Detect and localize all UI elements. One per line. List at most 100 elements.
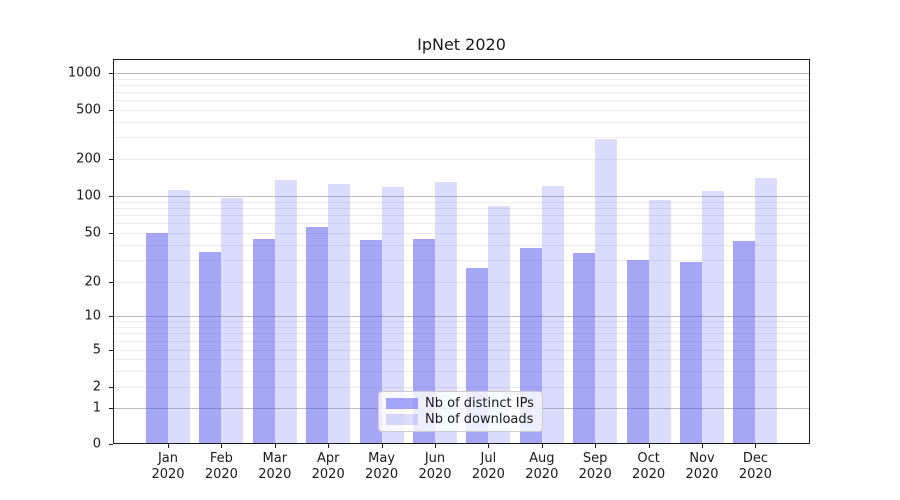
gridline-minor-20 xyxy=(113,281,810,283)
x-tick-mark-jan xyxy=(168,444,169,448)
y-tick-mark-100 xyxy=(109,196,113,197)
gridline-minor-300 xyxy=(113,137,810,139)
y-tick-mark-500 xyxy=(109,110,113,111)
bar-downloads-sep xyxy=(595,139,618,444)
x-tick-mark-sep xyxy=(595,444,597,448)
y-tick-mark-5 xyxy=(109,350,113,351)
x-tick-mark-apr xyxy=(328,444,330,448)
y-tick-label-20: 20 xyxy=(84,274,101,289)
gridline-minor-60 xyxy=(113,223,810,225)
gridline-minor-40 xyxy=(113,244,810,246)
legend: Nb of distinct IPs Nb of downloads xyxy=(378,391,543,432)
gridline-minor-3 xyxy=(113,370,810,372)
bar-downloads-feb xyxy=(221,197,244,444)
gridline-minor-200 xyxy=(113,159,810,160)
y-tick-label-1000: 1000 xyxy=(67,65,101,81)
x-tick-mark-jul xyxy=(488,444,490,448)
bar-distinct-ips-may xyxy=(359,239,382,444)
gridline-minor-4 xyxy=(113,359,810,360)
y-tick-label-10: 10 xyxy=(84,308,101,324)
x-tick-label-oct: Oct 2020 xyxy=(632,451,666,482)
bar-distinct-ips-feb xyxy=(199,251,222,444)
bar-downloads-mar xyxy=(274,179,297,444)
x-tick-label-jun: Jun 2020 xyxy=(418,451,452,482)
gridline-major-10 xyxy=(113,316,810,317)
x-tick-label-aug: Aug 2020 xyxy=(525,451,559,482)
gridline-minor-80 xyxy=(113,207,810,209)
x-tick-label-may: May 2020 xyxy=(365,451,399,482)
gridline-minor-50 xyxy=(113,233,810,234)
gridline-minor-7 xyxy=(113,333,810,335)
x-tick-label-dec: Dec 2020 xyxy=(738,451,772,482)
y-tick-mark-1000 xyxy=(109,73,113,74)
gridline-minor-500 xyxy=(113,110,810,111)
y-tick-mark-2 xyxy=(109,387,113,388)
x-tick-mark-jun xyxy=(435,444,436,448)
legend-label-downloads: Nb of downloads xyxy=(425,412,534,428)
gridline-minor-9 xyxy=(113,321,810,323)
bar-distinct-ips-dec xyxy=(733,240,756,444)
gridline-minor-600 xyxy=(113,100,810,102)
bar-downloads-nov xyxy=(702,190,724,444)
x-tick-mark-mar xyxy=(274,444,276,448)
x-tick-mark-feb xyxy=(221,444,223,448)
bar-downloads-oct xyxy=(648,199,671,444)
bar-distinct-ips-jan xyxy=(146,233,168,444)
bar-distinct-ips-sep xyxy=(573,253,596,444)
y-tick-mark-10 xyxy=(109,316,113,317)
gridline-minor-30 xyxy=(113,260,810,262)
y-tick-label-2: 2 xyxy=(92,379,101,395)
legend-item-distinct-ips: Nb of distinct IPs xyxy=(386,396,535,411)
gridline-minor-900 xyxy=(113,78,810,80)
y-tick-mark-0 xyxy=(109,444,113,445)
x-tick-mark-dec xyxy=(755,444,757,448)
bar-distinct-ips-mar xyxy=(252,238,275,444)
bar-downloads-aug xyxy=(541,186,564,444)
gridline-minor-700 xyxy=(113,92,810,94)
x-tick-mark-may xyxy=(381,444,383,448)
y-tick-label-200: 200 xyxy=(76,151,101,167)
x-tick-label-mar: Mar 2020 xyxy=(258,451,292,482)
bar-distinct-ips-nov xyxy=(680,261,702,444)
gridline-minor-800 xyxy=(113,84,810,86)
gridline-minor-90 xyxy=(113,201,810,203)
legend-item-downloads: Nb of downloads xyxy=(386,412,535,427)
bar-downloads-may xyxy=(381,187,404,444)
x-tick-mark-nov xyxy=(702,444,703,448)
y-tick-label-50: 50 xyxy=(84,225,101,241)
bar-downloads-apr xyxy=(328,184,351,444)
legend-swatch-distinct-ips xyxy=(386,397,418,409)
chart-title: IpNet 2020 xyxy=(417,35,506,54)
gridline-minor-400 xyxy=(113,121,810,123)
bar-distinct-ips-apr xyxy=(306,226,329,444)
x-tick-label-nov: Nov 2020 xyxy=(685,451,719,482)
x-tick-label-apr: Apr 2020 xyxy=(311,451,345,482)
x-tick-mark-oct xyxy=(648,444,650,448)
y-tick-mark-50 xyxy=(109,233,113,234)
bar-downloads-jun xyxy=(435,181,457,444)
y-tick-label-500: 500 xyxy=(76,102,101,118)
legend-label-distinct-ips: Nb of distinct IPs xyxy=(425,395,534,411)
gridline-minor-2 xyxy=(113,387,810,388)
bar-downloads-dec xyxy=(755,178,778,444)
x-tick-label-jan: Jan 2020 xyxy=(151,451,185,482)
gridline-minor-70 xyxy=(113,215,810,217)
gridline-minor-8 xyxy=(113,326,810,328)
legend-swatch-downloads xyxy=(386,414,418,426)
bar-downloads-jul xyxy=(488,205,511,444)
x-tick-mark-aug xyxy=(541,444,543,448)
plot-area xyxy=(113,59,810,444)
gridline-major-1000 xyxy=(113,73,810,74)
y-tick-mark-20 xyxy=(109,281,113,283)
gridline-minor-5 xyxy=(113,350,810,351)
y-tick-label-100: 100 xyxy=(76,188,101,204)
y-tick-mark-1 xyxy=(109,408,113,409)
x-tick-label-jul: Jul 2020 xyxy=(471,451,505,482)
x-tick-label-sep: Sep 2020 xyxy=(578,451,612,482)
y-tick-label-0: 0 xyxy=(92,436,101,452)
y-tick-label-5: 5 xyxy=(92,342,101,358)
bar-downloads-jan xyxy=(168,189,190,444)
gridline-major-100 xyxy=(113,196,810,197)
bar-distinct-ips-oct xyxy=(626,260,649,444)
